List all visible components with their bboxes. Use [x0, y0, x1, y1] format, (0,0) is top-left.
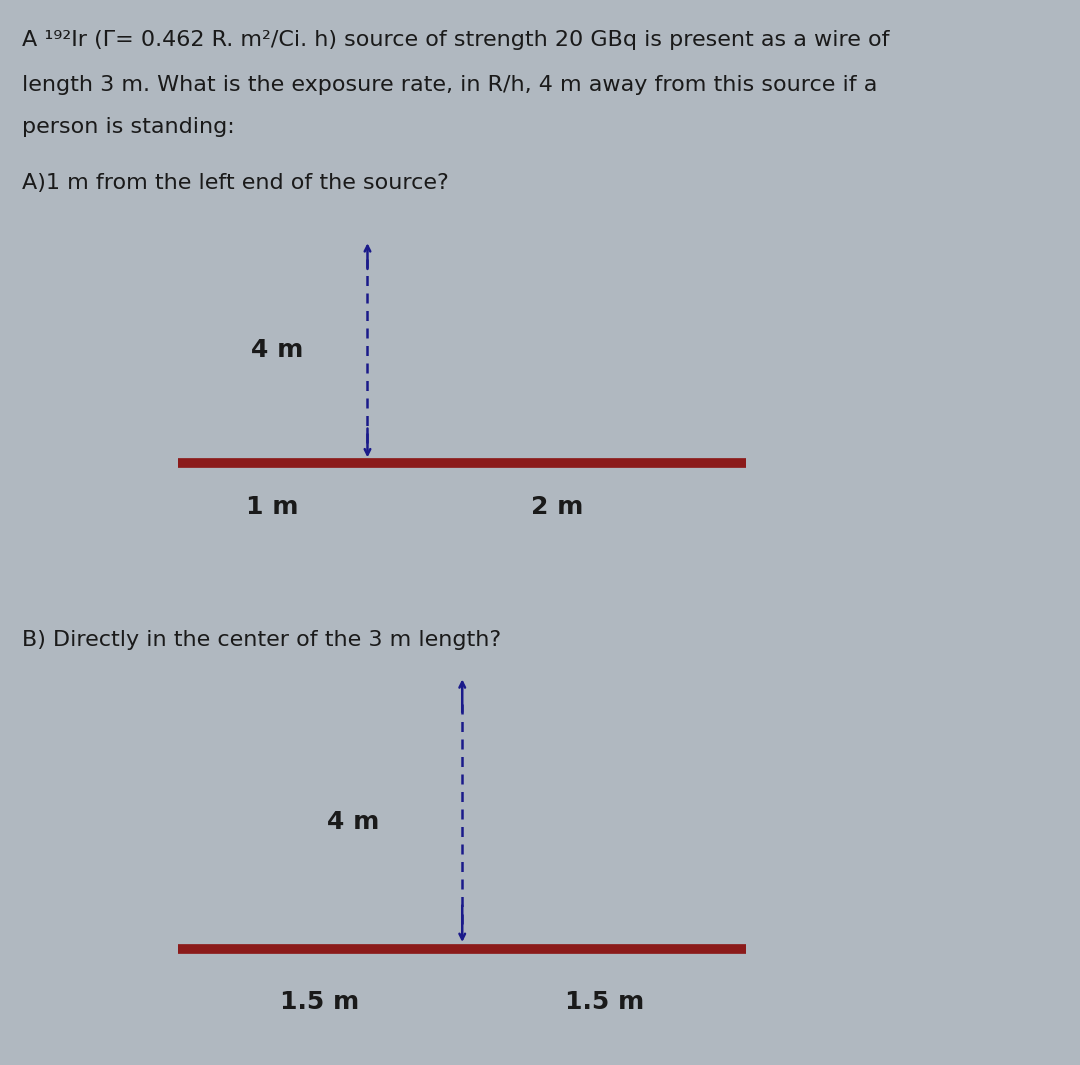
- Text: person is standing:: person is standing:: [22, 117, 234, 137]
- Text: A ¹⁹²Ir (Γ= 0.462 R. m²/Ci. h) source of strength 20 GBq is present as a wire of: A ¹⁹²Ir (Γ= 0.462 R. m²/Ci. h) source of…: [22, 30, 889, 50]
- Text: 2 m: 2 m: [530, 495, 583, 520]
- Text: A)1 m from the left end of the source?: A)1 m from the left end of the source?: [22, 173, 448, 193]
- Text: B) Directly in the center of the 3 m length?: B) Directly in the center of the 3 m len…: [22, 630, 501, 651]
- Text: 1.5 m: 1.5 m: [565, 990, 644, 1014]
- Text: 4 m: 4 m: [327, 810, 379, 834]
- Text: 4 m: 4 m: [251, 339, 303, 362]
- Text: 1.5 m: 1.5 m: [281, 990, 360, 1014]
- Text: 1 m: 1 m: [246, 495, 299, 520]
- Text: length 3 m. What is the exposure rate, in R/h, 4 m away from this source if a: length 3 m. What is the exposure rate, i…: [22, 75, 877, 95]
